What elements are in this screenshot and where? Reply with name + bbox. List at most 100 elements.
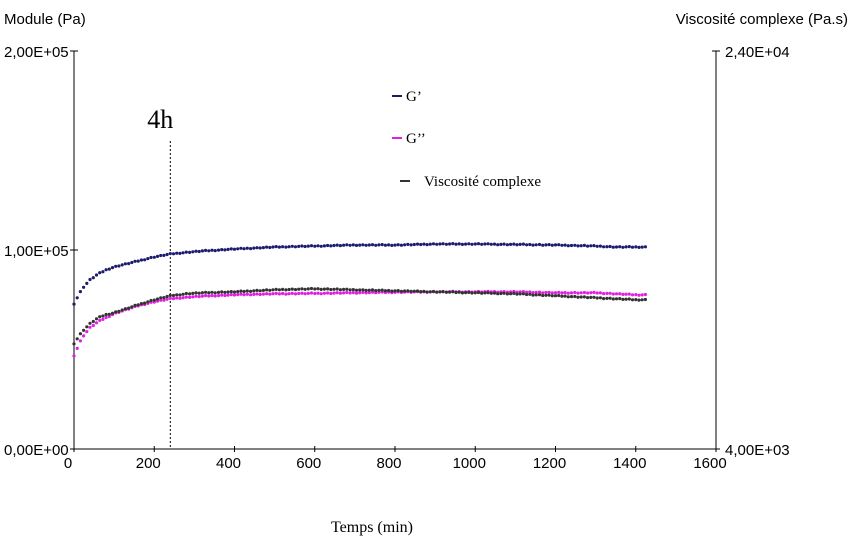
data-point: [496, 292, 500, 296]
data-point: [621, 297, 625, 301]
data-point: [258, 289, 262, 293]
data-point: [239, 289, 243, 293]
data-point: [358, 243, 362, 247]
data-point: [242, 293, 246, 297]
y-right-ticks: 4,00E+03 2,40E+04: [712, 44, 790, 459]
data-point: [72, 342, 76, 346]
data-point: [197, 249, 201, 254]
data-point: [191, 250, 195, 254]
x-tick-label: 800: [376, 455, 401, 472]
data-point: [614, 245, 619, 249]
data-point: [107, 312, 111, 316]
data-point: [448, 290, 452, 294]
data-point: [573, 243, 577, 247]
data-point: [396, 289, 400, 293]
data-point: [489, 242, 493, 246]
data-point: [181, 292, 185, 296]
data-point: [249, 289, 253, 293]
data-point: [338, 291, 342, 295]
data-point: [576, 244, 580, 248]
data-point: [370, 290, 375, 294]
data-point: [178, 296, 182, 300]
data-point: [226, 290, 230, 294]
data-point: [473, 291, 477, 295]
data-point: [271, 292, 275, 296]
data-point: [332, 287, 336, 291]
data-point: [370, 288, 375, 292]
data-point: [165, 294, 169, 299]
data-point: [422, 242, 426, 246]
data-point: [383, 243, 387, 247]
data-point: [544, 243, 548, 247]
data-point: [293, 292, 298, 296]
data-point: [553, 294, 558, 298]
x-ticks: 0 200 400 600 800 1000 1200 1400 1600: [64, 446, 727, 472]
data-point: [88, 325, 92, 329]
data-point: [451, 290, 455, 294]
legend-label-g-prime: G’: [406, 89, 422, 105]
data-point: [319, 292, 323, 296]
data-point: [281, 291, 285, 296]
data-point: [281, 245, 285, 249]
data-point: [281, 287, 285, 291]
data-point: [460, 291, 464, 295]
data-point: [329, 287, 333, 292]
data-point: [528, 292, 532, 296]
data-point: [245, 292, 249, 296]
data-point: [120, 308, 124, 312]
data-point: [252, 292, 256, 296]
data-point: [120, 263, 124, 267]
data-point: [605, 296, 609, 300]
data-point: [332, 243, 336, 248]
data-point: [184, 250, 188, 254]
annotation-label-4h: 4h: [147, 105, 173, 134]
data-point: [480, 291, 484, 295]
data-point: [354, 243, 359, 247]
data-point: [566, 295, 570, 299]
data-point: [159, 298, 163, 302]
data-point: [220, 293, 224, 297]
data-point: [191, 295, 195, 299]
x-tick-label: 0: [64, 455, 72, 472]
data-point: [492, 242, 497, 246]
data-point: [207, 291, 211, 295]
data-point: [168, 293, 172, 297]
data-point: [476, 290, 481, 295]
data-point: [521, 290, 526, 294]
data-point: [194, 291, 198, 295]
data-point: [178, 251, 182, 255]
data-point: [265, 245, 269, 249]
data-point: [287, 292, 291, 296]
data-point: [525, 290, 529, 294]
data-point: [441, 242, 445, 246]
data-point: [557, 290, 561, 294]
data-point: [528, 290, 532, 294]
data-point: [602, 245, 606, 249]
y-left-tick-label: 1,00E+05: [4, 243, 69, 260]
data-point: [505, 243, 509, 247]
data-point: [390, 289, 394, 293]
data-point: [72, 354, 76, 358]
data-point: [162, 296, 166, 300]
y-left-tick-label: 0,00E+00: [4, 442, 69, 459]
data-point: [634, 293, 638, 297]
data-point: [560, 291, 564, 295]
data-point: [326, 243, 330, 248]
data-point: [589, 291, 593, 295]
data-point: [586, 244, 590, 248]
data-point: [236, 293, 240, 297]
data-point: [255, 246, 259, 250]
data-point: [611, 292, 615, 296]
series-2: [72, 286, 648, 346]
data-point: [297, 287, 301, 291]
data-point: [216, 290, 221, 294]
data-point: [499, 291, 503, 296]
data-point: [155, 297, 160, 301]
data-point: [605, 291, 609, 295]
data-point: [159, 296, 163, 300]
data-point: [614, 292, 619, 296]
data-point: [521, 242, 526, 246]
data-point: [322, 244, 326, 248]
data-point: [403, 243, 407, 247]
data-point: [210, 248, 214, 252]
